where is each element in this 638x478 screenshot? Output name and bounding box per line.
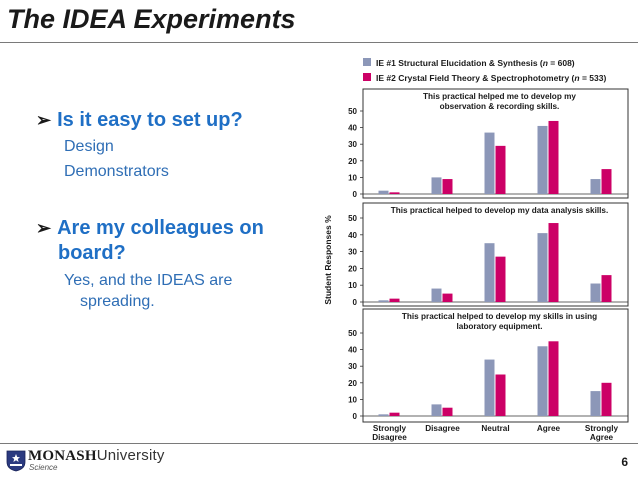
y-tick-label: 10 bbox=[348, 173, 357, 182]
bullet-1-text: Is it easy to set up? bbox=[57, 109, 243, 131]
bar-series-2-3 bbox=[548, 120, 559, 194]
bar-series-1-1 bbox=[431, 288, 442, 302]
x-category-label: Neutral bbox=[481, 424, 509, 433]
bar-series-1-1 bbox=[431, 177, 442, 194]
bar-series-1-2 bbox=[484, 132, 495, 194]
bar-series-1-3 bbox=[537, 125, 548, 194]
bar-series-2-4 bbox=[601, 275, 612, 302]
bar-series-2-2 bbox=[495, 256, 506, 302]
y-tick-label: 0 bbox=[353, 298, 358, 307]
x-category-label: Strongly bbox=[585, 424, 619, 433]
university-logo-text: MONASHUniversity bbox=[28, 447, 165, 465]
y-tick-label: 30 bbox=[348, 248, 357, 257]
bar-series-2-0 bbox=[389, 192, 400, 194]
bar-series-1-2 bbox=[484, 243, 495, 302]
y-tick-label: 20 bbox=[348, 264, 357, 273]
chart-panel-title: observation & recording skills. bbox=[440, 102, 560, 111]
bar-series-2-3 bbox=[548, 223, 559, 302]
bullet-2-sub-2: spreading. bbox=[80, 293, 155, 310]
bar-series-1-0 bbox=[378, 300, 389, 302]
bar-series-1-4 bbox=[590, 179, 601, 194]
bar-series-2-4 bbox=[601, 382, 612, 416]
bullet-2-text-line-1: Are my colleagues on bbox=[57, 217, 264, 239]
y-tick-label: 20 bbox=[348, 379, 357, 388]
bar-series-2-4 bbox=[601, 169, 612, 194]
y-tick-label: 50 bbox=[348, 214, 357, 223]
y-tick-label: 20 bbox=[348, 157, 357, 166]
bar-series-2-2 bbox=[495, 145, 506, 194]
title-divider bbox=[0, 42, 638, 43]
logo-university: University bbox=[96, 447, 165, 464]
bar-series-2-1 bbox=[442, 407, 453, 416]
slide-title: The IDEA Experiments bbox=[7, 4, 296, 34]
bullet-1-sub-2: Demonstrators bbox=[64, 163, 169, 180]
bar-series-2-2 bbox=[495, 374, 506, 416]
bar-series-2-0 bbox=[389, 412, 400, 416]
monash-crest-icon bbox=[6, 450, 26, 472]
survey-chart-figure: IE #1 Structural Elucidation & Synthesis… bbox=[318, 55, 630, 447]
bar-series-1-3 bbox=[537, 346, 548, 416]
y-tick-label: 0 bbox=[353, 412, 358, 421]
y-tick-label: 50 bbox=[348, 107, 357, 116]
bar-series-2-1 bbox=[442, 179, 453, 194]
x-category-label: Disagree bbox=[425, 424, 460, 433]
y-tick-label: 0 bbox=[353, 190, 358, 199]
footer-divider bbox=[0, 443, 638, 444]
chart-panel-title: This practical helped to develop my data… bbox=[391, 206, 609, 215]
survey-bar-charts: IE #1 Structural Elucidation & Synthesis… bbox=[323, 58, 629, 442]
x-category-label: Disagree bbox=[372, 433, 407, 442]
bullet-2: ➢ Are my colleagues on bbox=[36, 216, 264, 241]
bullet-2-sub-1: Yes, and the IDEAS are bbox=[64, 272, 233, 289]
arrow-bullet-icon: ➢ bbox=[36, 218, 52, 238]
chart-panel-3: 0 10 20 30 40 50 This practical helped to deve… bbox=[348, 308, 629, 423]
bar-series-1-0 bbox=[378, 190, 389, 194]
page-number: 6 bbox=[621, 455, 628, 469]
legend-swatch-series-2 bbox=[363, 73, 371, 81]
bullet-1: ➢ Is it easy to set up? bbox=[36, 108, 243, 133]
y-tick-label: 10 bbox=[348, 395, 357, 404]
bar-series-1-3 bbox=[537, 233, 548, 302]
logo-monash: MONASH bbox=[28, 448, 97, 464]
y-tick-label: 50 bbox=[348, 329, 357, 338]
bar-series-1-4 bbox=[590, 391, 601, 416]
chart-panel-1: 0 10 20 30 40 50 This practical helped me to d… bbox=[348, 88, 629, 199]
bar-series-2-0 bbox=[389, 298, 400, 302]
bullet-1-sub-1: Design bbox=[64, 138, 114, 155]
y-tick-label: 40 bbox=[348, 346, 357, 355]
arrow-bullet-icon: ➢ bbox=[36, 110, 52, 130]
y-axis-label: Student Responses % bbox=[323, 215, 333, 305]
chart-panel-title: This practical helped to develop my skil… bbox=[402, 312, 597, 321]
bullet-2-text-line-2: board? bbox=[58, 242, 126, 264]
chart-panel-2: 0 10 20 30 40 50 This practical helped to deve… bbox=[348, 202, 629, 307]
chart-panel-title: This practical helped me to develop my bbox=[423, 92, 576, 101]
bar-series-1-1 bbox=[431, 404, 442, 416]
legend-label-series-1: IE #1 Structural Elucidation & Synthesis… bbox=[376, 58, 575, 68]
x-category-label: Strongly bbox=[373, 424, 407, 433]
y-tick-label: 10 bbox=[348, 281, 357, 290]
bar-series-2-1 bbox=[442, 293, 453, 302]
x-category-label: Agree bbox=[590, 433, 614, 442]
logo-faculty: Science bbox=[29, 463, 58, 472]
chart-panel-title: laboratory equipment. bbox=[457, 322, 543, 331]
y-tick-label: 30 bbox=[348, 140, 357, 149]
bar-series-1-0 bbox=[378, 414, 389, 416]
bar-series-1-2 bbox=[484, 359, 495, 416]
bar-series-1-4 bbox=[590, 283, 601, 302]
x-category-label: Agree bbox=[537, 424, 561, 433]
y-tick-label: 40 bbox=[348, 124, 357, 133]
legend-label-series-2: IE #2 Crystal Field Theory & Spectrophot… bbox=[376, 73, 606, 83]
y-tick-label: 30 bbox=[348, 362, 357, 371]
y-tick-label: 40 bbox=[348, 231, 357, 240]
legend-swatch-series-1 bbox=[363, 58, 371, 66]
bar-series-2-3 bbox=[548, 341, 559, 416]
